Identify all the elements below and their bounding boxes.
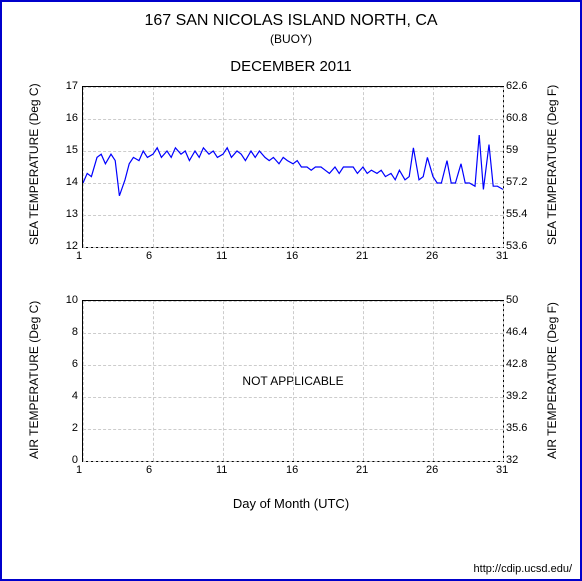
- y-tick-right: 46.4: [506, 326, 527, 338]
- y-tick-right: 39.2: [506, 390, 527, 402]
- x-tick-label: 26: [426, 250, 438, 262]
- footer-url: http://cdip.ucsd.edu/: [474, 563, 572, 575]
- x-tick-label: 6: [146, 464, 152, 476]
- y-tick-left: 15: [66, 144, 78, 156]
- y-tick-right: 32: [506, 454, 518, 466]
- y-tick-left: 4: [72, 390, 78, 402]
- y-tick-right: 59: [506, 144, 518, 156]
- sea-ylabel-left: SEA TEMPERATURE (Deg C): [27, 85, 41, 245]
- y-tick-left: 16: [66, 112, 78, 124]
- y-tick-left: 0: [72, 454, 78, 466]
- y-tick-left: 6: [72, 358, 78, 370]
- y-tick-right: 53.6: [506, 240, 527, 252]
- air-ylabel-left: AIR TEMPERATURE (Deg C): [27, 299, 41, 459]
- y-tick-right: 60.8: [506, 112, 527, 124]
- x-tick-label: 16: [286, 464, 298, 476]
- period-title: DECEMBER 2011: [2, 58, 580, 75]
- y-tick-right: 35.6: [506, 422, 527, 434]
- y-tick-left: 10: [66, 294, 78, 306]
- subtitle: (BUOY): [2, 32, 580, 46]
- air-ylabel-right: AIR TEMPERATURE (Deg F): [545, 299, 559, 459]
- y-tick-right: 50: [506, 294, 518, 306]
- y-tick-left: 13: [66, 208, 78, 220]
- x-tick-label: 21: [356, 250, 368, 262]
- x-tick-label: 11: [216, 464, 227, 476]
- x-tick-label: 6: [146, 250, 152, 262]
- x-tick-label: 26: [426, 464, 438, 476]
- y-tick-right: 62.6: [506, 80, 527, 92]
- y-tick-left: 17: [66, 80, 78, 92]
- sea-temperature-chart: [82, 86, 504, 248]
- y-tick-right: 57.2: [506, 176, 527, 188]
- y-tick-right: 55.4: [506, 208, 527, 220]
- y-tick-right: 42.8: [506, 358, 527, 370]
- y-tick-left: 14: [66, 176, 78, 188]
- x-tick-label: 11: [216, 250, 227, 262]
- chart-frame: 167 SAN NICOLAS ISLAND NORTH, CA (BUOY) …: [0, 0, 582, 581]
- x-tick-label: 21: [356, 464, 368, 476]
- y-tick-left: 12: [66, 240, 78, 252]
- air-temperature-chart: NOT APPLICABLE: [82, 300, 504, 462]
- y-tick-left: 2: [72, 422, 78, 434]
- sea-ylabel-right: SEA TEMPERATURE (Deg F): [545, 85, 559, 245]
- x-axis-label: Day of Month (UTC): [2, 496, 580, 511]
- title: 167 SAN NICOLAS ISLAND NORTH, CA: [2, 12, 580, 30]
- data-line: [83, 87, 503, 247]
- x-tick-label: 16: [286, 250, 298, 262]
- y-tick-left: 8: [72, 326, 78, 338]
